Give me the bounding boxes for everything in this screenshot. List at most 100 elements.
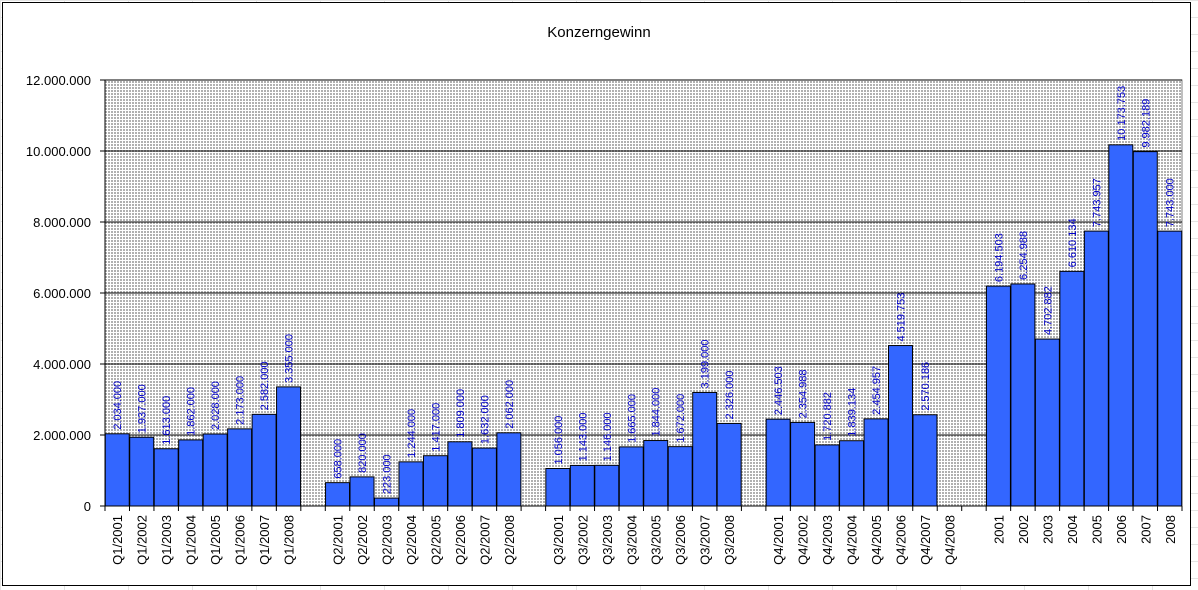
bar[interactable] [496,432,522,507]
x-tick-label: Q4/2003 [820,515,835,565]
x-tick-label: Q2/2008 [502,515,517,565]
bar[interactable] [1083,230,1109,507]
y-tick-label: 0 [84,499,91,514]
data-label: 1.056.000 [553,416,565,465]
data-label: 3.199.000 [700,339,712,388]
data-label: 1.143.000 [577,412,589,461]
bar[interactable] [104,433,130,507]
data-label: 1.720.882 [822,392,834,441]
data-label: 2.454.957 [871,366,883,415]
y-tick-label: 4.000.000 [33,357,91,372]
bar[interactable] [1059,270,1085,507]
bar[interactable] [276,386,302,507]
x-tick-label: 2005 [1089,515,1104,544]
x-tick-label: Q1/2005 [208,515,223,565]
y-tick-label: 2.000.000 [33,428,91,443]
data-label: 223.000 [381,454,393,494]
x-tick-label: Q4/2008 [942,515,957,565]
x-tick-label: Q4/2004 [845,515,860,565]
bar[interactable] [178,439,204,507]
x-tick-label: Q4/2001 [771,515,786,565]
bar[interactable] [545,468,571,507]
data-label: 7.743.000 [1165,178,1177,227]
y-tick-label: 12.000.000 [26,73,91,88]
chart-title: Konzerngewinn [547,24,651,41]
bar[interactable] [863,418,889,507]
bar[interactable] [471,447,497,507]
x-tick-label: Q2/2001 [331,515,346,565]
x-tick-label: Q4/2005 [869,515,884,565]
bar[interactable] [839,440,865,507]
bar[interactable] [667,446,693,507]
bar[interactable] [1157,230,1183,507]
bar[interactable] [349,476,375,507]
x-tick-label: 2003 [1040,515,1055,544]
x-tick-label: Q2/2003 [379,515,394,565]
data-label: 1.937.000 [137,384,149,433]
data-label: 2.062.000 [504,380,516,429]
bar[interactable] [888,345,914,507]
bar[interactable] [398,461,424,507]
bar[interactable] [202,433,228,507]
data-label: 1.862.000 [186,387,198,436]
data-label: 6.254.988 [1018,231,1030,280]
data-label: 1.632.000 [479,395,491,444]
bar[interactable] [569,464,595,507]
x-tick-label: Q4/2006 [894,515,909,565]
x-tick-label: 2007 [1138,515,1153,544]
bar[interactable] [227,428,253,507]
data-label: 2.446.503 [773,366,785,415]
data-label: 4.702.882 [1042,286,1054,335]
data-label: 2.570.186 [920,362,932,411]
bar[interactable] [1034,338,1060,507]
bar[interactable] [643,440,669,507]
data-label: 1.672.000 [675,394,687,443]
bar[interactable] [1010,283,1036,507]
x-tick-label: Q2/2002 [355,515,370,565]
data-label: 10.173.753 [1116,86,1128,141]
data-label: 658.000 [333,439,345,479]
bar[interactable] [692,391,718,507]
bar[interactable] [985,285,1011,507]
bar[interactable] [1132,151,1158,507]
bar[interactable] [790,421,816,507]
x-tick-label: Q2/2005 [428,515,443,565]
bar[interactable] [716,422,742,507]
x-tick-label: Q3/2004 [624,515,639,565]
data-label: 1.613.000 [161,396,173,445]
data-label: 3.355.000 [284,334,296,383]
x-tick-label: Q1/2008 [282,515,297,565]
x-tick-label: 2001 [991,515,1006,544]
data-label: 2.173.000 [235,376,247,425]
x-tick-label: 2002 [1016,515,1031,544]
bar[interactable] [447,441,473,507]
bar[interactable] [594,464,620,507]
data-label: 1.417.000 [430,403,442,452]
data-label: 1.244.000 [406,409,418,458]
data-label: 4.519.753 [896,293,908,342]
data-label: 1.665.000 [626,394,638,443]
data-label: 9.982.189 [1140,99,1152,148]
bar[interactable] [912,414,938,507]
bar[interactable] [129,436,155,507]
data-label: 2.326.000 [724,370,736,419]
bar[interactable] [373,497,399,507]
bar[interactable] [251,413,277,507]
x-tick-label: Q4/2002 [796,515,811,565]
x-tick-label: Q2/2006 [453,515,468,565]
bar[interactable] [618,446,644,507]
data-label: 1.844.000 [651,388,663,437]
data-label: 2.028.000 [210,381,222,430]
x-tick-label: Q2/2004 [404,515,419,565]
data-label: 1.146.000 [602,412,614,461]
bar[interactable] [814,444,840,507]
bar[interactable] [422,455,448,507]
y-tick-label: 10.000.000 [26,144,91,159]
data-label: 2.354.988 [798,369,810,418]
bar[interactable] [153,448,179,507]
bar[interactable] [325,482,351,507]
x-tick-label: Q1/2007 [257,515,272,565]
bar[interactable] [1108,144,1134,507]
data-label: 820.000 [357,433,369,473]
bar[interactable] [765,418,791,507]
